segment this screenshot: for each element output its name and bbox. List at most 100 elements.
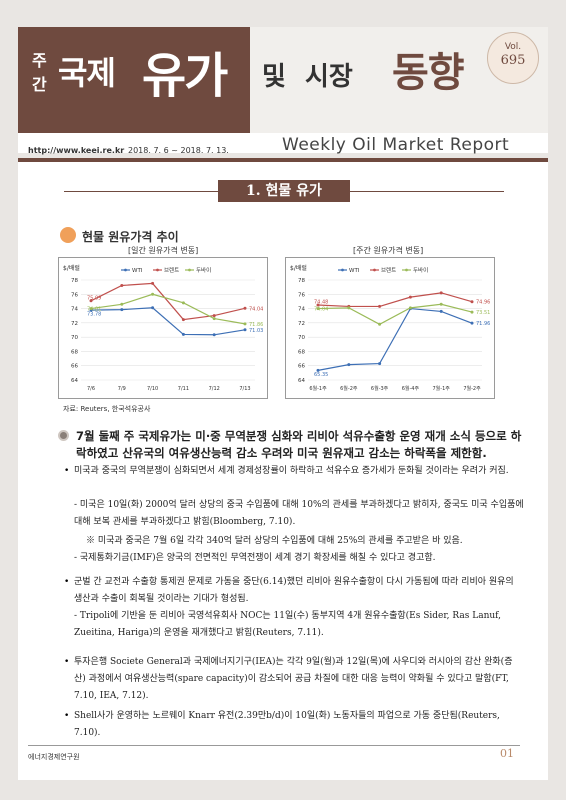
y-tick-label: 70 — [71, 335, 78, 341]
y-tick-label: 70 — [298, 335, 305, 341]
bullet-dot-icon: • — [64, 657, 70, 667]
volume-number: 695 — [500, 53, 526, 68]
volume-badge: Vol. 695 — [487, 32, 539, 84]
x-tick-label: 7/9 — [118, 386, 126, 392]
series-line-2 — [90, 293, 246, 325]
series-line-1 — [317, 292, 473, 308]
data-label: 71.03 — [249, 328, 263, 334]
main-summary-text: 7월 둘째 주 국제유가는 미·중 무역분쟁 심화와 리비아 석유수출항 운영 … — [76, 429, 522, 460]
x-tick-label: 7/13 — [239, 386, 250, 392]
data-label: 71.86 — [249, 322, 263, 328]
data-point — [347, 363, 351, 367]
legend-entry: WTI — [132, 268, 143, 274]
header-divider — [18, 158, 548, 162]
data-point — [89, 299, 93, 303]
chart-subheading-text: 현물 원유가격 추이 — [82, 230, 179, 244]
x-tick-label: 6월-3주 — [371, 385, 389, 392]
title-yuga: 유가 — [142, 48, 228, 104]
y-tick-label: 74 — [298, 307, 305, 313]
chart-source: 자료: Reuters, 한국석유공사 — [63, 405, 151, 413]
data-point — [120, 308, 124, 312]
y-tick-label: 72 — [71, 321, 78, 327]
title-sijang: 시장 — [305, 62, 353, 92]
data-label: 74.01 — [87, 307, 101, 313]
data-point — [181, 301, 185, 305]
bullet-dot-icon: • — [64, 711, 70, 721]
legend-marker — [156, 268, 159, 272]
legend-marker — [124, 268, 127, 272]
y-tick-label: 66 — [298, 364, 305, 370]
data-point — [181, 332, 185, 336]
website-url[interactable]: http://www.keei.re.kr — [28, 146, 125, 155]
data-point — [151, 281, 155, 285]
data-point — [470, 310, 474, 314]
bullet-dot-icon: • — [64, 466, 70, 476]
data-point — [243, 328, 247, 332]
data-point — [151, 292, 155, 296]
y-tick-label: 68 — [298, 349, 305, 355]
weekly-chart-svg: $/배럴 64 66 68 70 72 74 76 78 6월-1주 6월-2주 6월-3주 6월-4주… — [290, 264, 490, 392]
daily-chart: $/배럴 64 66 68 70 72 74 76 78 7/6 7/9 7/10 7/11 7/12 7/… — [58, 257, 268, 399]
data-label: 74.96 — [476, 300, 490, 306]
paragraph-1c: - 국제통화기금(IMF)은 양국의 전면적인 무역전쟁이 세계 경기 확장세를… — [74, 553, 436, 563]
y-tick-label: 64 — [71, 378, 78, 384]
x-tick-label: 7/10 — [147, 386, 158, 392]
page-number: 01 — [500, 747, 514, 760]
data-point — [243, 322, 247, 326]
volume-label: Vol. — [504, 42, 522, 52]
paragraph-2: 군벌 간 교전과 수출항 통제권 문제로 가동을 중단(6.14)했던 리비아 … — [74, 577, 514, 604]
report-date-range: 2018. 7. 6 ~ 2018. 7. 13. — [128, 146, 229, 155]
data-point — [439, 291, 443, 295]
series-line-2 — [317, 303, 473, 325]
data-point — [212, 317, 216, 321]
y-tick-label: 68 — [71, 349, 78, 355]
legend-marker — [341, 268, 344, 272]
x-tick-label: 7/12 — [209, 386, 220, 392]
paragraph-1: 미국과 중국의 무역분쟁이 심화되면서 세계 경제성장률이 하락하고 석유수요 … — [74, 466, 509, 476]
data-point — [408, 295, 412, 299]
weekly-chart-label: [주간 원유가격 변동] — [353, 246, 424, 255]
footer-rule — [28, 745, 520, 746]
legend-entry: WTI — [349, 268, 360, 274]
title-donghyang: 동향 — [392, 50, 465, 96]
y-tick-label: 78 — [71, 278, 78, 284]
data-point — [316, 303, 320, 307]
y-tick-label: 64 — [298, 378, 305, 384]
legend-marker — [188, 268, 191, 272]
data-point — [378, 304, 382, 308]
data-point — [316, 307, 320, 311]
data-point — [470, 300, 474, 304]
chart-unit-label: $/배럴 — [290, 264, 307, 272]
data-point — [151, 306, 155, 310]
paragraph-1b: ※ 미국과 중국은 7월 6일 각각 340억 달러 상당의 수입품에 대해 2… — [86, 536, 463, 546]
series-line-0 — [90, 307, 246, 336]
data-point — [347, 306, 351, 310]
x-tick-label: 6월-4주 — [402, 385, 420, 392]
data-point — [89, 307, 93, 311]
daily-chart-svg: $/배럴 64 66 68 70 72 74 76 78 7/6 7/9 7/10 7/11 7/12 7/… — [63, 264, 263, 392]
x-tick-label: 7/6 — [87, 386, 95, 392]
weekly-chart: $/배럴 64 66 68 70 72 74 76 78 6월-1주 6월-2주 6월-3주 6월-4주… — [285, 257, 495, 399]
title-gan: 간 — [32, 75, 47, 94]
x-tick-label: 7월-1주 — [433, 385, 451, 392]
y-tick-label: 72 — [298, 321, 305, 327]
data-point — [470, 321, 474, 325]
data-point — [181, 318, 185, 322]
data-point — [243, 306, 247, 310]
series-line-0 — [317, 307, 473, 371]
orange-circle-icon — [60, 227, 76, 243]
english-title: Weekly Oil Market Report — [282, 135, 510, 155]
data-label: 75.09 — [87, 295, 101, 301]
legend-entry: 두바이 — [196, 266, 211, 274]
legend-marker — [405, 268, 408, 272]
bullet-circle-icon — [58, 430, 69, 441]
paragraph-3: 투자은행 Societe General과 국제에너지기구(IEA)는 각각 9… — [74, 657, 513, 701]
data-label: 74.04 — [249, 306, 263, 312]
y-tick-label: 66 — [71, 364, 78, 370]
data-point — [120, 302, 124, 306]
bullet-dot-icon: • — [64, 577, 70, 587]
title-block — [18, 27, 250, 133]
y-tick-label: 74 — [71, 307, 78, 313]
paragraph-4: Shell사가 운영하는 노르웨이 Knarr 유전(2.39만b/d)이 10… — [74, 711, 500, 738]
